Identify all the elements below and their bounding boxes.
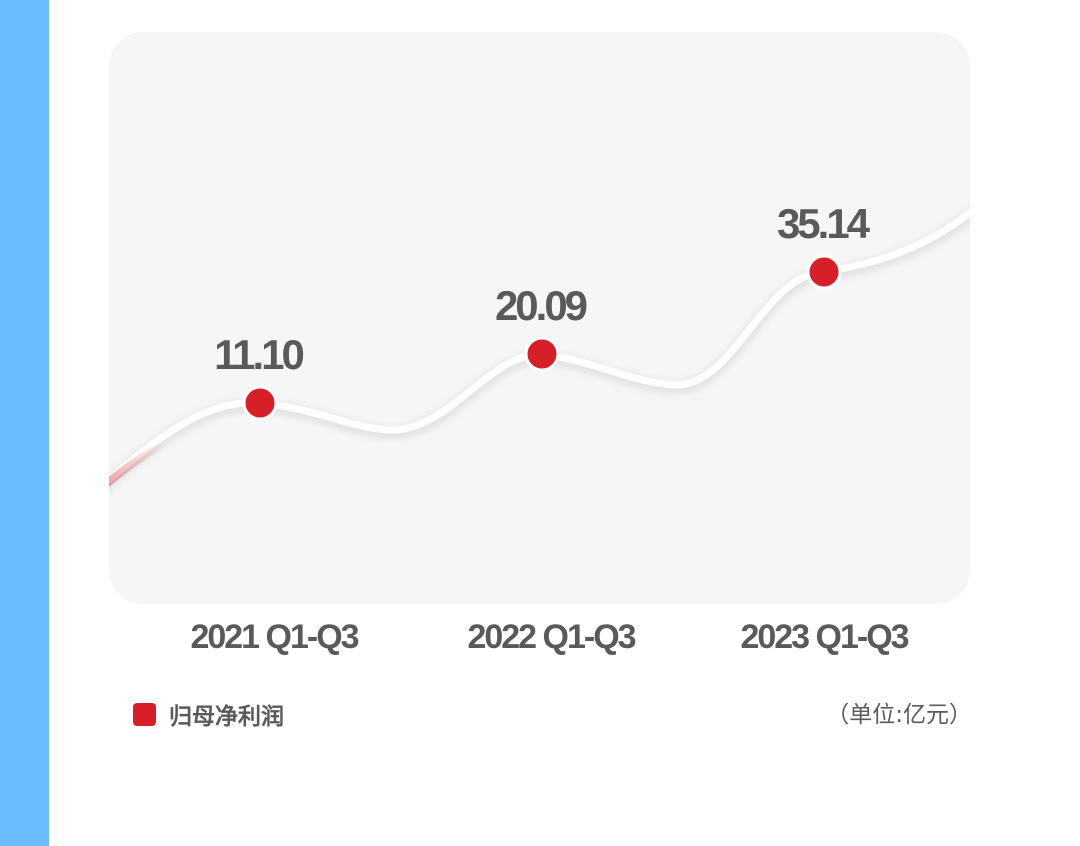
legend: 归母净利润 (133, 697, 284, 731)
data-label: 11.10 (214, 331, 303, 378)
x-tick-label: 2021 Q1-Q3 (190, 618, 359, 656)
legend-label: 归母净利润 (169, 704, 284, 730)
legend-swatch (133, 702, 156, 726)
x-tick-label: 2022 Q1-Q3 (467, 618, 636, 656)
chart-panel: 11.10 20.09 35.14 (109, 32, 970, 604)
data-point (524, 336, 560, 372)
data-point (806, 254, 842, 290)
x-tick-label: 2023 Q1-Q3 (740, 618, 909, 656)
data-point (242, 385, 278, 421)
data-label: 35.14 (777, 200, 871, 247)
series-line-start-fade (109, 439, 168, 487)
side-accent-bar (0, 0, 49, 846)
data-label: 20.09 (495, 282, 587, 329)
line-chart: 11.10 20.09 35.14 (109, 200, 970, 487)
unit-note: （单位:亿元） (826, 702, 972, 728)
